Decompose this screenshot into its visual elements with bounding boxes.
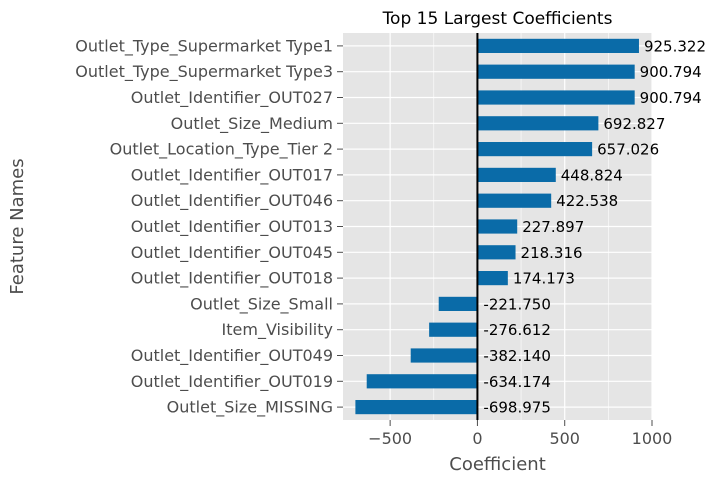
data-label: 448.824 <box>561 166 623 184</box>
y-tick-label: Outlet_Size_Medium <box>171 114 333 134</box>
y-tick-label: Outlet_Identifier_OUT027 <box>131 88 333 108</box>
data-label: 692.827 <box>603 115 665 133</box>
y-tick-label: Outlet_Type_Supermarket Type3 <box>75 62 333 82</box>
bar <box>355 400 478 415</box>
x-tick-label: 1000 <box>632 429 673 448</box>
x-tick-label: −500 <box>368 429 412 448</box>
y-tick-label: Outlet_Identifier_OUT013 <box>131 217 333 237</box>
data-label: 925.322 <box>644 37 706 55</box>
bars <box>355 38 639 415</box>
x-axis-label: Coefficient <box>449 454 546 475</box>
bar <box>366 374 478 389</box>
data-label: -276.612 <box>483 321 550 339</box>
bar <box>477 245 516 260</box>
data-label: 227.897 <box>522 218 584 236</box>
bar <box>477 193 552 208</box>
bar <box>477 219 518 234</box>
y-tick-label: Outlet_Identifier_OUT017 <box>131 165 333 185</box>
y-tick-label: Outlet_Location_Type_Tier 2 <box>110 140 333 160</box>
bar <box>477 271 508 286</box>
bar <box>477 142 593 157</box>
x-tick-label: 500 <box>549 429 580 448</box>
data-label: 900.794 <box>640 89 702 107</box>
y-tick-label: Outlet_Identifier_OUT045 <box>131 243 333 263</box>
bar <box>477 38 639 53</box>
bar <box>477 90 635 105</box>
y-tick-label: Outlet_Type_Supermarket Type1 <box>75 36 333 56</box>
data-label: 422.538 <box>556 192 618 210</box>
chart-title: Top 15 Largest Coefficients <box>382 9 613 29</box>
bar <box>438 296 478 311</box>
data-label: 657.026 <box>597 141 659 159</box>
data-label: -382.140 <box>483 347 550 365</box>
x-tick-label: 0 <box>472 429 482 448</box>
data-labels: 925.322 900.794 900.794 692.827 657.026 448.8… <box>483 37 706 416</box>
bar <box>477 116 599 131</box>
y-tick-label: Outlet_Size_MISSING <box>167 398 333 418</box>
data-label: -698.975 <box>483 399 550 417</box>
data-label: 174.173 <box>513 270 575 288</box>
bar <box>429 322 478 337</box>
y-tick-label: Outlet_Size_Small <box>190 294 333 314</box>
x-tick-labels: −500 0 500 1000 <box>368 420 672 448</box>
data-label: -634.174 <box>483 373 550 391</box>
bar <box>410 348 478 363</box>
bar <box>477 64 635 79</box>
data-label: 218.316 <box>521 244 583 262</box>
bar <box>477 167 556 182</box>
data-label: -221.750 <box>483 295 550 313</box>
y-tick-labels: Outlet_Type_Supermarket Type1 Outlet_Type… <box>75 36 343 418</box>
y-tick-label: Outlet_Identifier_OUT046 <box>131 191 333 211</box>
y-axis-label: Feature Names <box>7 158 28 294</box>
data-label: 900.794 <box>640 63 702 81</box>
y-tick-label: Outlet_Identifier_OUT018 <box>131 269 333 289</box>
y-tick-label: Outlet_Identifier_OUT049 <box>131 346 333 366</box>
y-tick-label: Item_Visibility <box>222 320 333 340</box>
y-tick-label: Outlet_Identifier_OUT019 <box>131 372 333 392</box>
